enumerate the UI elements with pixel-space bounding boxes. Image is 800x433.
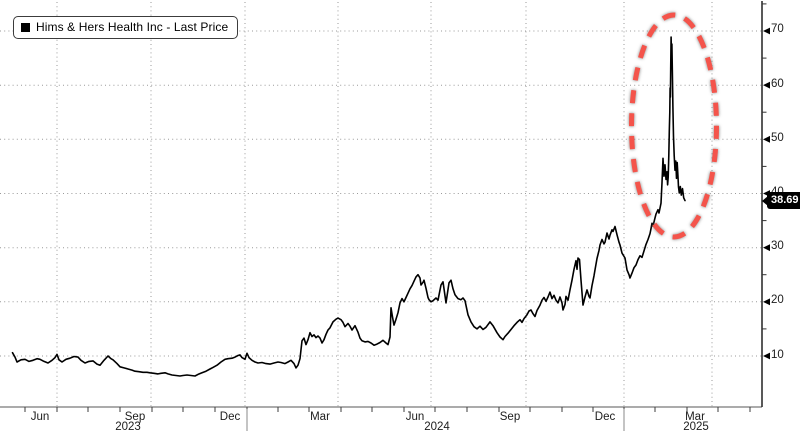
- last-price-value: 38.69: [767, 192, 800, 210]
- y-tick-label: 10: [771, 348, 784, 361]
- y-tick-label: 50: [771, 131, 784, 144]
- y-tick-label: 30: [771, 240, 784, 253]
- x-month-label: Jun: [405, 411, 425, 423]
- x-month-label: Sep: [499, 411, 521, 423]
- x-month-label: Dec: [594, 411, 616, 423]
- price-line-series: [11, 36, 686, 377]
- legend-item[interactable]: Hims & Hers Health Inc - Last Price: [13, 16, 239, 39]
- x-month-label: Mar: [685, 411, 705, 423]
- y-major-tick-arrow: [763, 244, 770, 252]
- legend-label: Hims & Hers Health Inc - Last Price: [36, 20, 229, 34]
- y-major-tick-arrow: [763, 352, 770, 360]
- y-major-tick-arrow: [763, 27, 770, 35]
- y-major-tick-arrow: [763, 81, 770, 89]
- legend-swatch-icon: [21, 22, 30, 32]
- y-tick-label: 20: [771, 294, 784, 307]
- last-price-callout: 38.69: [762, 192, 800, 210]
- x-year-label: 2023: [115, 421, 141, 433]
- y-major-tick-arrow: [763, 135, 770, 143]
- y-major-tick-arrow: [763, 298, 770, 306]
- x-year-label: 2025: [683, 421, 709, 433]
- y-tick-label: 70: [771, 23, 784, 36]
- x-month-label: Jun: [30, 411, 50, 423]
- x-month-label: Dec: [219, 411, 241, 423]
- y-tick-label: 60: [771, 77, 784, 90]
- x-month-label: Sep: [124, 411, 146, 423]
- highlight-ellipse-annotation: [629, 12, 719, 240]
- x-month-label: Mar: [310, 411, 330, 423]
- x-year-label: 2024: [424, 421, 450, 433]
- gridlines: [0, 2, 762, 407]
- axes: [0, 1, 770, 431]
- callout-arrow-icon: [762, 195, 768, 206]
